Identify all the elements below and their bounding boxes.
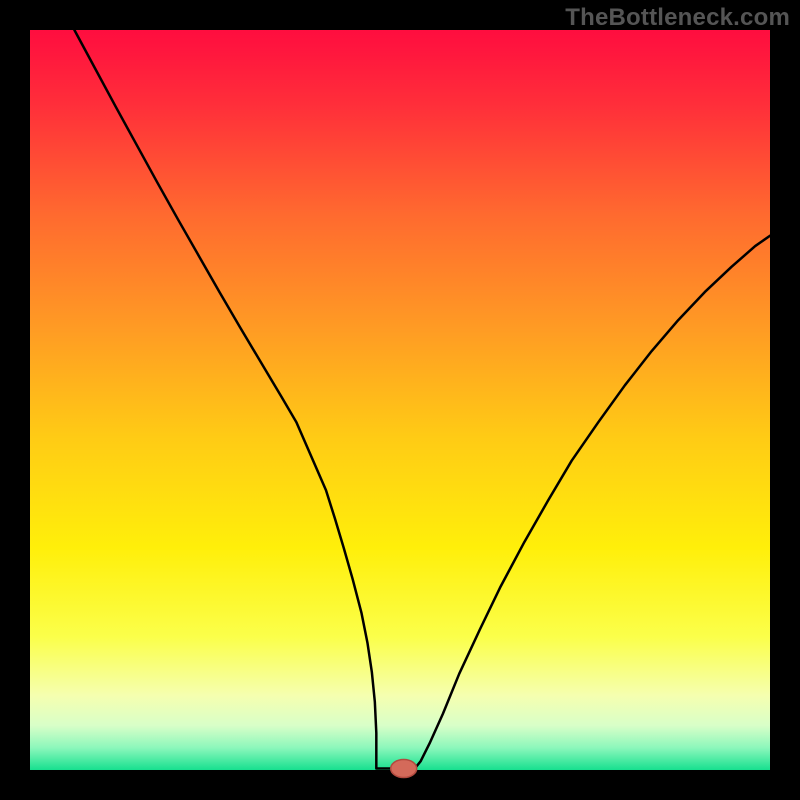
bottleneck-chart [0, 0, 800, 800]
chart-stage: TheBottleneck.com [0, 0, 800, 800]
optimal-marker [391, 760, 417, 778]
plot-background [30, 30, 770, 770]
